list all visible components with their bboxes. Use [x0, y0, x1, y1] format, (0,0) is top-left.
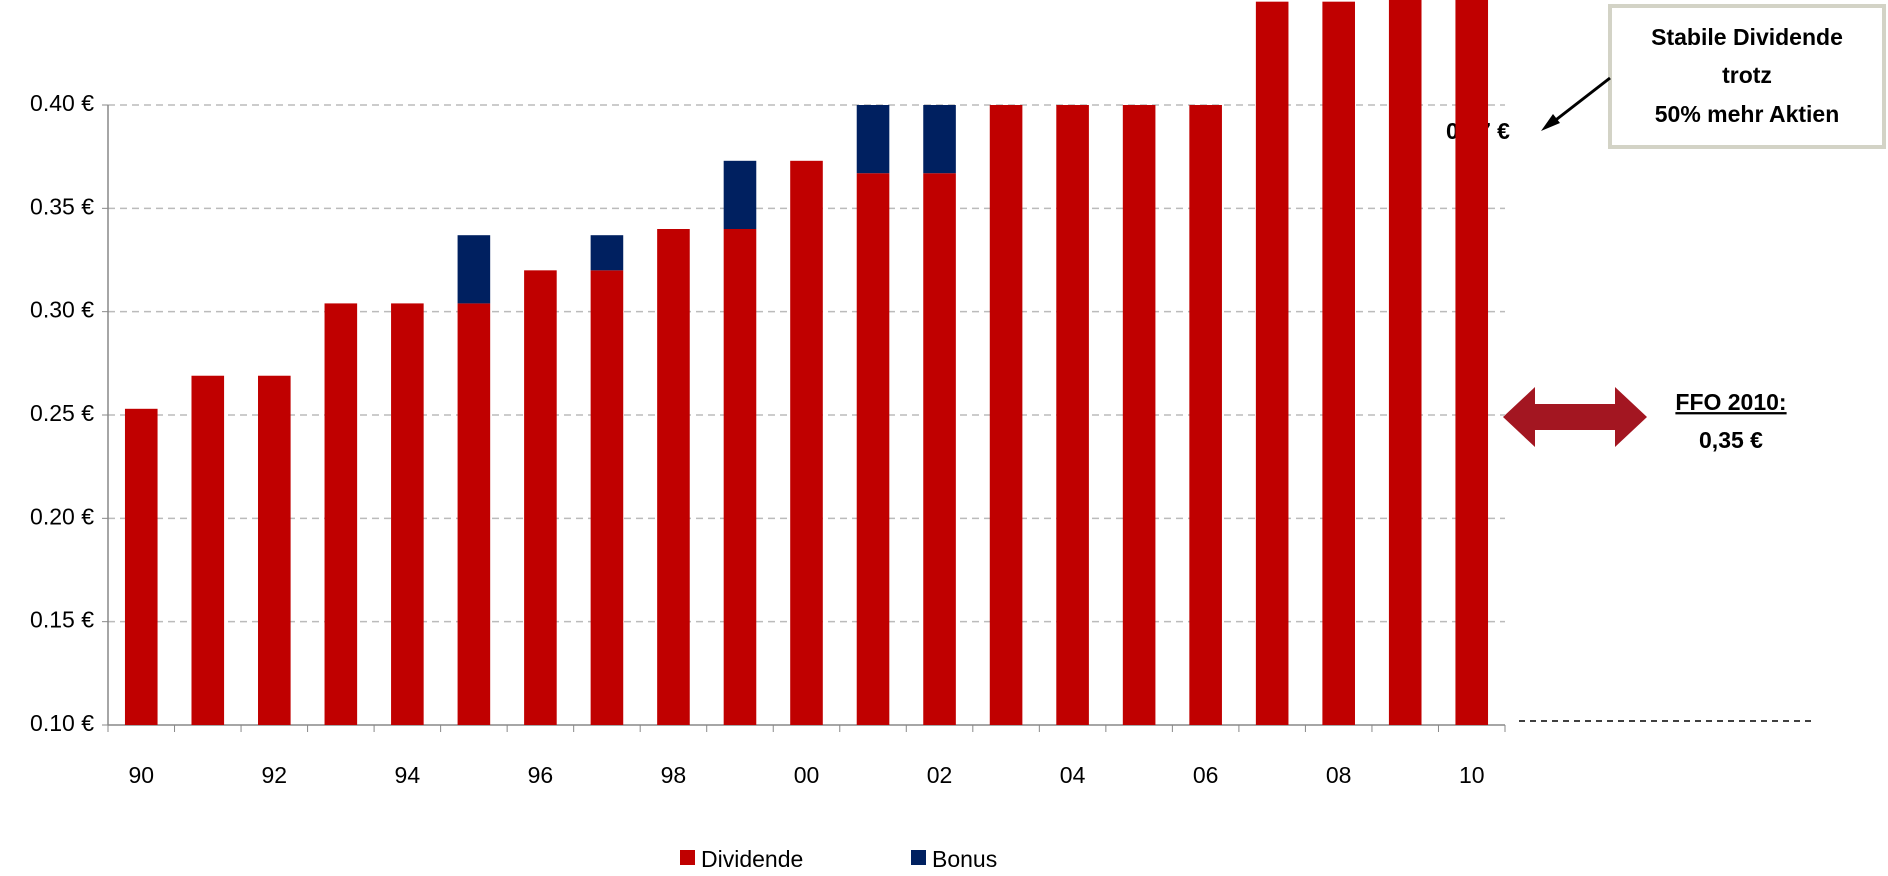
x-tick-label: 00	[794, 762, 820, 788]
double-arrow	[1503, 387, 1647, 447]
x-tick-label: 04	[1060, 762, 1086, 788]
y-tick-label: 0.10 €	[30, 710, 94, 736]
bar-segment	[923, 173, 956, 725]
bar-segment	[324, 303, 358, 725]
bar-segment	[657, 229, 690, 725]
ffo-value: 0,35 €	[1699, 427, 1763, 453]
x-tick-label: 92	[262, 762, 288, 788]
ffo-label: FFO 2010:	[1675, 389, 1786, 415]
callout-line: trotz	[1722, 62, 1772, 88]
bar-segment	[1122, 105, 1156, 725]
legend-swatch	[680, 850, 695, 865]
callout-box	[1608, 4, 1886, 149]
bar-segment	[457, 303, 491, 725]
bar-segment	[590, 235, 624, 271]
bar-segment	[124, 408, 158, 725]
bar-segment	[258, 375, 291, 725]
x-tick-label: 02	[927, 762, 953, 788]
y-tick-label: 0.30 €	[30, 297, 94, 323]
bar-segment	[524, 270, 557, 725]
x-tick-label: 90	[128, 762, 154, 788]
legend-label: Dividende	[701, 846, 803, 872]
bar-segment	[1255, 1, 1289, 725]
bar-segment	[1056, 105, 1089, 725]
y-tick-label: 0.15 €	[30, 607, 94, 633]
y-tick-label: 0.35 €	[30, 193, 94, 219]
x-tick-label: 06	[1193, 762, 1219, 788]
callout-arrow-head	[1541, 114, 1560, 131]
callout-line: 50% mehr Aktien	[1655, 101, 1840, 127]
bar-segment	[457, 235, 491, 304]
x-tick-label: 94	[395, 762, 421, 788]
callout-arrow	[1547, 76, 1611, 128]
legend-label: Bonus	[932, 846, 997, 872]
bar-segment	[1388, 0, 1422, 726]
bar-segment	[590, 270, 624, 725]
bar-segment	[1322, 1, 1355, 725]
bar-segment	[1455, 0, 1489, 726]
x-tick-label: 10	[1459, 762, 1485, 788]
legend-swatch	[911, 850, 926, 865]
bar-segment	[723, 160, 757, 229]
x-tick-label: 98	[661, 762, 687, 788]
bar-segment	[923, 105, 956, 174]
callout-line: Stabile Dividende	[1651, 24, 1843, 50]
bar-segment	[391, 303, 424, 725]
bar-segment	[856, 105, 890, 174]
y-tick-label: 0.25 €	[30, 400, 94, 426]
bar-segment	[1189, 105, 1222, 725]
x-tick-label: 96	[528, 762, 554, 788]
bar-segment	[723, 229, 757, 725]
bar-segment	[856, 173, 890, 725]
bar-segment	[191, 375, 225, 725]
bar-segment	[989, 105, 1023, 725]
bar-segment	[790, 160, 823, 726]
y-tick-label: 0.20 €	[30, 503, 94, 529]
y-tick-label: 0.40 €	[30, 90, 94, 116]
x-tick-label: 08	[1326, 762, 1352, 788]
